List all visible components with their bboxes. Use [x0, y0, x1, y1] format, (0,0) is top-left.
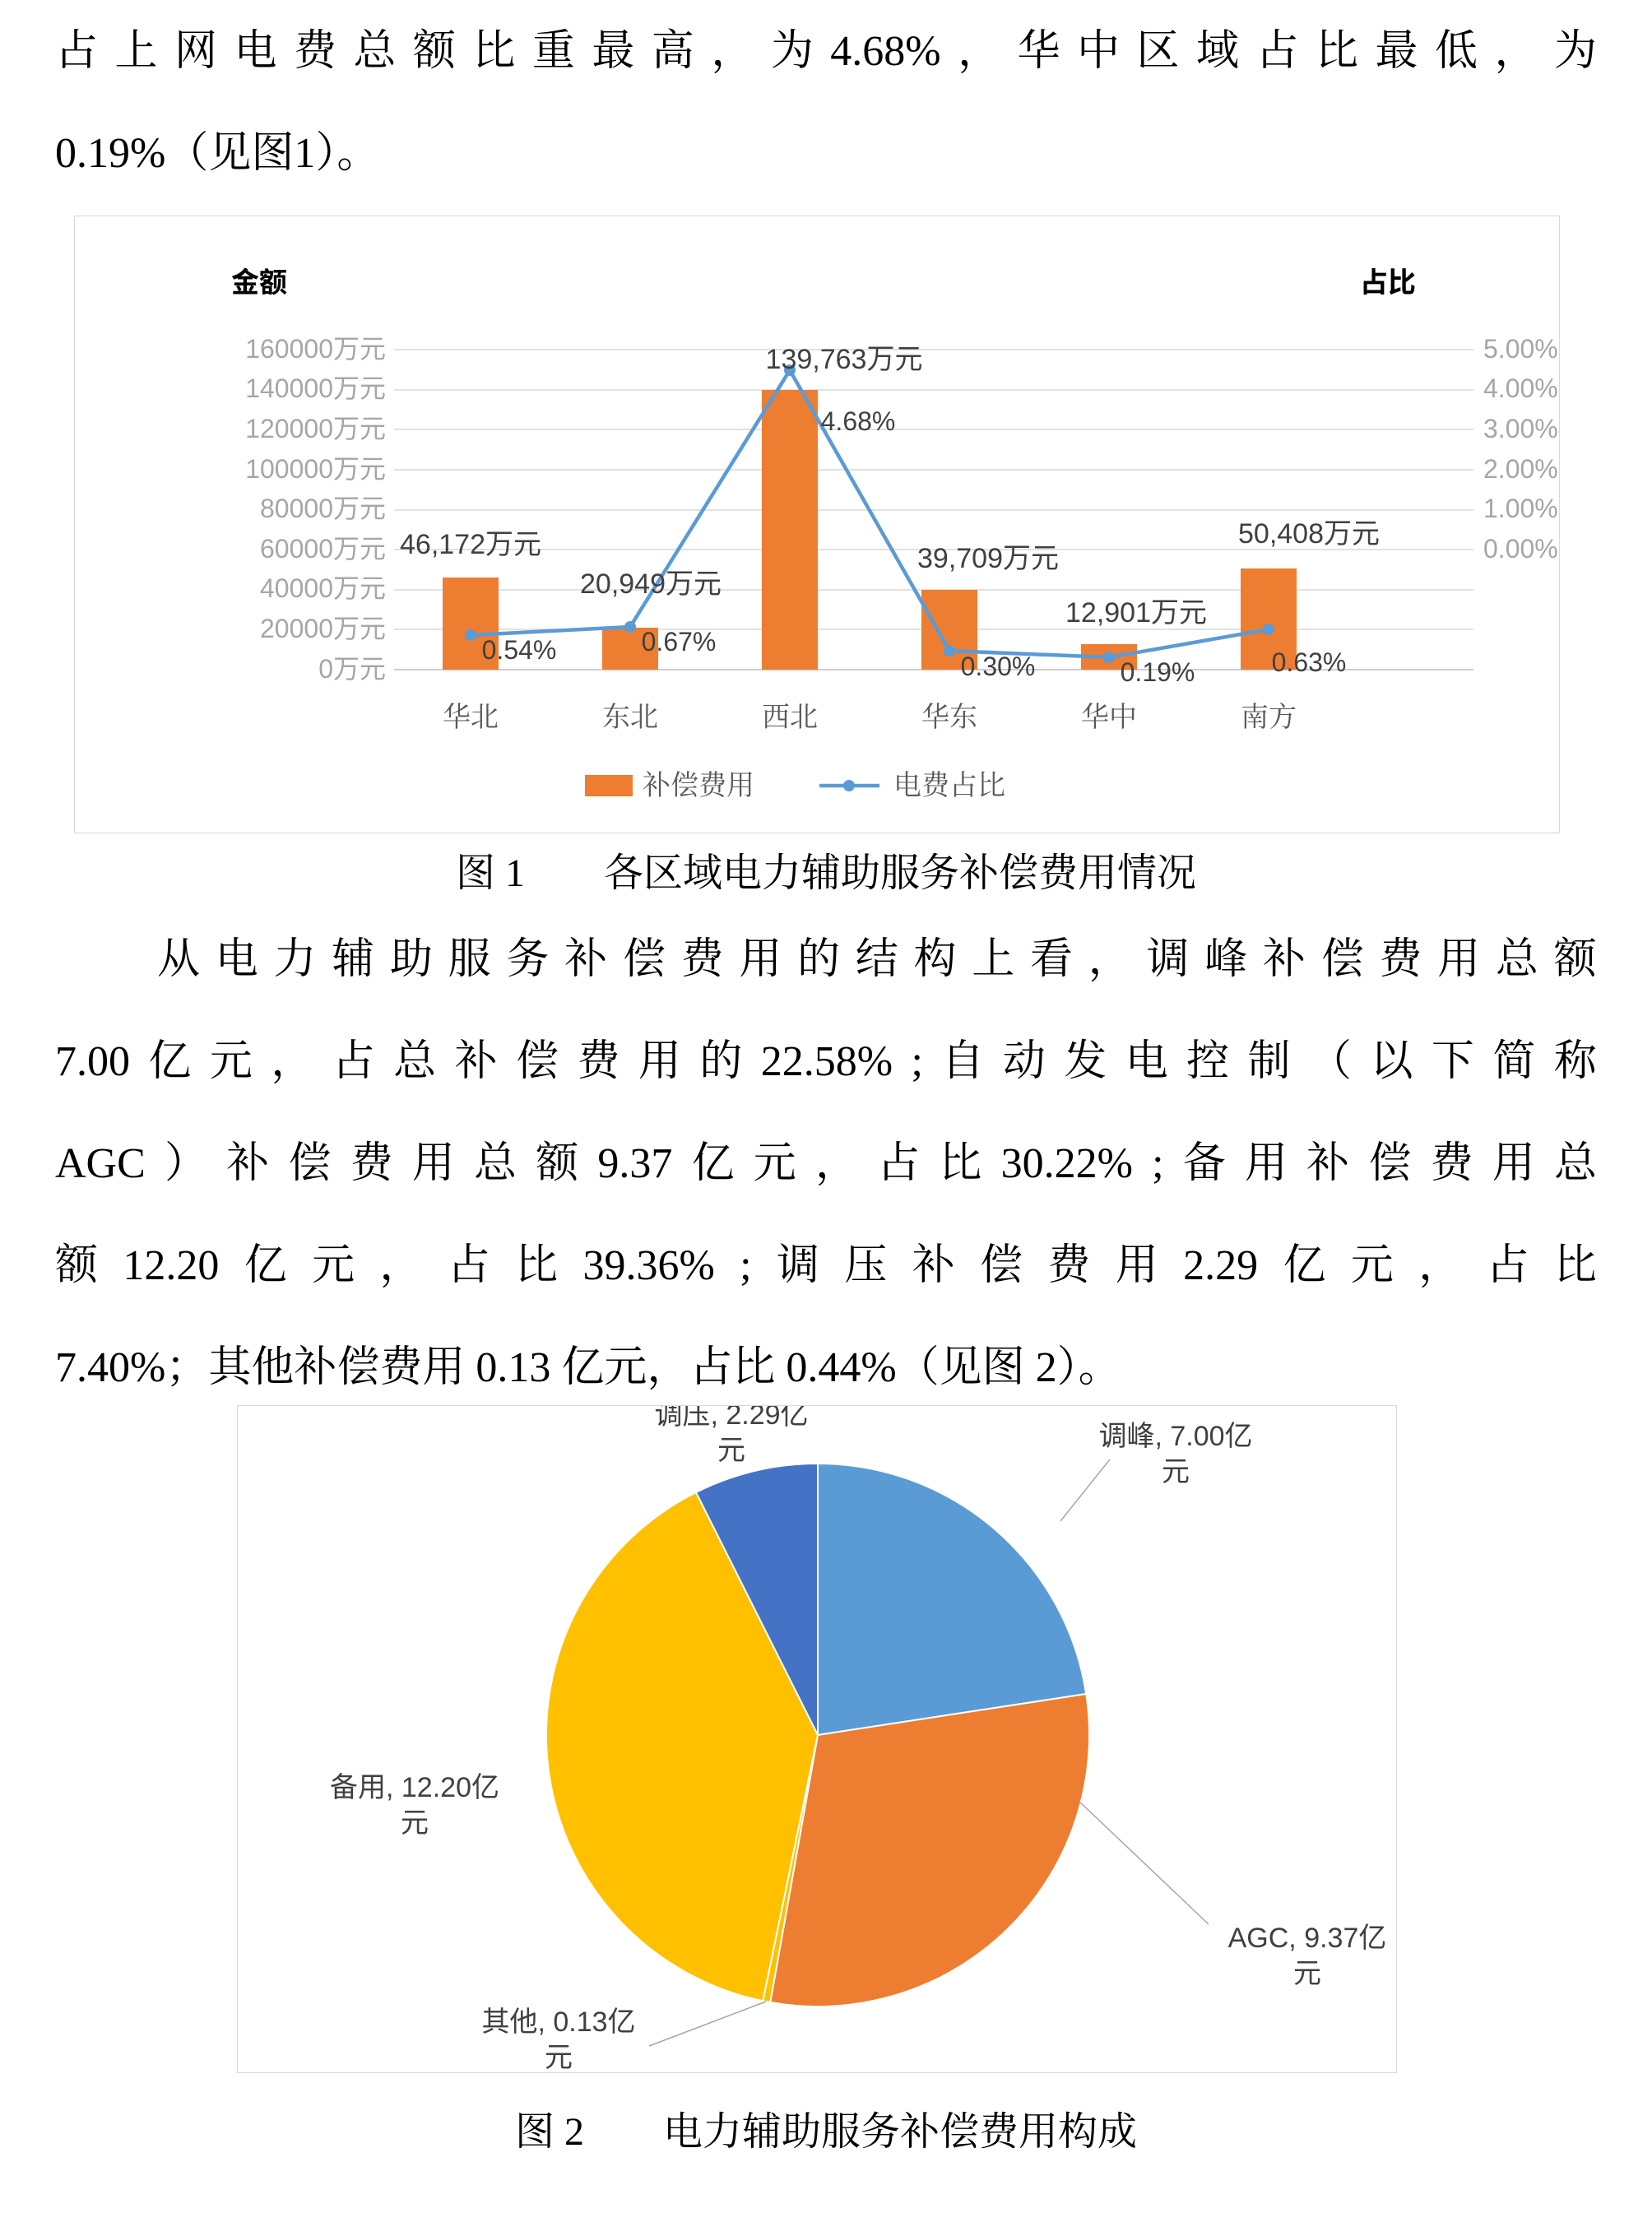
svg-text:元: 元	[1293, 1958, 1321, 1989]
svg-text:南方: 南方	[1241, 702, 1297, 733]
svg-text:100000万元: 100000万元	[245, 454, 386, 484]
svg-text:0.63%: 0.63%	[1272, 647, 1347, 677]
svg-text:元: 元	[717, 1435, 745, 1466]
svg-text:139,763万元: 139,763万元	[766, 344, 923, 375]
svg-text:4.00%: 4.00%	[1483, 373, 1558, 403]
svg-text:4.68%: 4.68%	[821, 406, 896, 436]
svg-text:元: 元	[1162, 1456, 1190, 1487]
svg-text:补偿费用: 补偿费用	[643, 770, 754, 801]
svg-text:46,172万元: 46,172万元	[400, 529, 541, 560]
svg-text:1.00%: 1.00%	[1483, 494, 1558, 523]
svg-text:20000万元: 20000万元	[260, 614, 386, 643]
svg-text:元: 元	[545, 2042, 573, 2073]
svg-text:20,949万元: 20,949万元	[580, 568, 722, 600]
svg-text:2.00%: 2.00%	[1483, 454, 1558, 484]
svg-text:0.67%: 0.67%	[642, 627, 717, 656]
svg-text:39,709万元: 39,709万元	[917, 543, 1059, 574]
svg-text:占比: 占比	[1360, 267, 1416, 299]
svg-text:金额: 金额	[231, 267, 287, 299]
svg-text:其他, 0.13亿: 其他, 0.13亿	[481, 2007, 635, 2038]
svg-text:调压, 2.29亿: 调压, 2.29亿	[654, 1406, 808, 1431]
svg-text:0.54%: 0.54%	[482, 635, 557, 665]
svg-text:12,901万元: 12,901万元	[1065, 597, 1207, 629]
svg-text:0.00%: 0.00%	[1483, 534, 1558, 564]
svg-text:电费占比: 电费占比	[893, 770, 1005, 801]
svg-text:60000万元: 60000万元	[260, 534, 386, 564]
svg-text:160000万元: 160000万元	[245, 334, 386, 364]
svg-text:140000万元: 140000万元	[245, 373, 386, 403]
svg-text:50,408万元: 50,408万元	[1238, 518, 1380, 550]
svg-text:0.19%: 0.19%	[1121, 657, 1195, 687]
svg-text:AGC, 9.37亿: AGC, 9.37亿	[1228, 1923, 1387, 1954]
svg-text:华中: 华中	[1081, 702, 1137, 733]
svg-text:0.30%: 0.30%	[961, 652, 1036, 681]
svg-text:5.00%: 5.00%	[1483, 334, 1558, 364]
svg-text:3.00%: 3.00%	[1483, 414, 1558, 443]
svg-text:华东: 华东	[921, 702, 977, 733]
svg-text:西北: 西北	[762, 703, 818, 733]
svg-text:0万元: 0万元	[318, 654, 386, 684]
svg-text:调峰, 7.00亿: 调峰, 7.00亿	[1098, 1421, 1252, 1452]
svg-text:东北: 东北	[602, 702, 658, 733]
svg-text:40000万元: 40000万元	[260, 573, 386, 603]
svg-text:备用, 12.20亿: 备用, 12.20亿	[330, 1772, 499, 1803]
svg-text:华北: 华北	[443, 702, 499, 733]
svg-text:80000万元: 80000万元	[260, 494, 386, 523]
svg-text:120000万元: 120000万元	[245, 414, 386, 443]
svg-text:元: 元	[401, 1807, 429, 1839]
